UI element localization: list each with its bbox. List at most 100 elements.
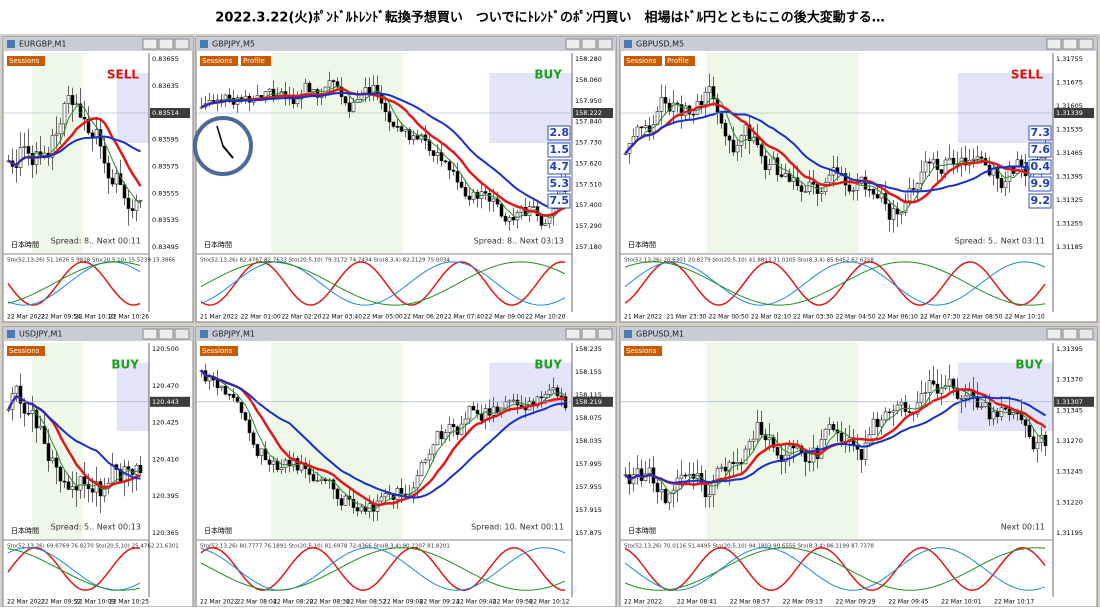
oscillator-line: [624, 547, 1046, 591]
candle-body: [727, 135, 732, 141]
time-label: 22 Mar 10:12: [529, 599, 569, 606]
candle-body: [110, 177, 115, 185]
candle-body: [74, 486, 79, 491]
minimize-button[interactable]: [142, 38, 158, 50]
candle-body: [447, 424, 452, 433]
close-button[interactable]: [1078, 328, 1094, 340]
price-label: 158.035: [575, 437, 602, 445]
time-label: 22 Mar 09:56: [493, 599, 533, 606]
candle-body: [231, 394, 236, 398]
moving-average: [624, 110, 1046, 193]
price-label: 1.31325: [1056, 196, 1083, 204]
candle-body: [335, 488, 340, 499]
candle-body: [267, 459, 272, 465]
candle-body: [987, 402, 992, 420]
current-price: 1.31307: [1056, 398, 1083, 406]
candle-body: [659, 97, 664, 112]
close-button[interactable]: [597, 328, 613, 340]
oscillator-line: [624, 546, 1046, 592]
candle-body: [807, 181, 812, 192]
candle-body: [563, 396, 568, 409]
minimize-button[interactable]: [1046, 328, 1062, 340]
price-label: 1.31195: [1056, 529, 1083, 537]
candle-body: [723, 466, 728, 472]
maximize-button[interactable]: [158, 328, 174, 340]
sessions-box: [624, 346, 662, 356]
candle-body: [827, 424, 832, 430]
sessions-box: [624, 56, 662, 66]
time-label: 22 Mar 00:50: [709, 314, 749, 321]
candle-body: [959, 397, 964, 400]
candle-body: [1035, 442, 1040, 450]
maximize-button[interactable]: [581, 38, 597, 50]
price-label: 0.83535: [152, 216, 179, 224]
minimize-button[interactable]: [565, 328, 581, 340]
candle-body: [491, 198, 496, 202]
window-frame: [2, 326, 194, 608]
candle-body: [711, 86, 716, 100]
time-label: 22 Mar 08:20: [273, 599, 313, 606]
candle-body: [667, 493, 672, 504]
candle-body: [923, 392, 928, 394]
minimize-button[interactable]: [565, 38, 581, 50]
candle-body: [295, 98, 300, 105]
candle-body: [515, 211, 520, 221]
candle-body: [839, 432, 844, 442]
moving-average: [200, 369, 566, 507]
close-button[interactable]: [1078, 38, 1094, 50]
price-label: 157.180: [575, 243, 602, 251]
current-price: 158.219: [575, 398, 602, 406]
signal: BUY: [534, 358, 562, 372]
candle-body: [727, 461, 732, 472]
candle-body: [126, 466, 131, 470]
candle-body: [995, 411, 1000, 417]
candle-body: [543, 394, 548, 399]
maximize-button[interactable]: [1062, 328, 1078, 340]
candle-body: [415, 475, 420, 489]
candle-body: [487, 408, 492, 416]
candle-body: [82, 476, 87, 485]
minimize-button[interactable]: [1046, 38, 1062, 50]
candle-body: [887, 203, 892, 220]
footer-info: Spread: 5.. Next 00:13: [51, 523, 141, 532]
close-button[interactable]: [174, 328, 190, 340]
candle-body: [735, 462, 740, 464]
window-frame: [2, 36, 194, 323]
candle-body: [659, 489, 664, 493]
window-icon: [7, 40, 15, 48]
close-button[interactable]: [597, 38, 613, 50]
candle-body: [38, 425, 43, 429]
side-number: 10.4: [1023, 160, 1050, 173]
moving-average: [624, 102, 1047, 204]
time-label: 22 Mar 09:24: [420, 599, 460, 606]
close-button[interactable]: [174, 38, 190, 50]
oscillator-line: [624, 261, 1046, 306]
candle-body: [267, 88, 272, 92]
clock-label: 日本時間: [628, 240, 656, 249]
oscillator-line: [200, 261, 566, 306]
price-label: 1.31255: [1056, 220, 1083, 228]
time-label: 22 Mar 03:40: [322, 314, 362, 321]
title-bar: [620, 37, 1097, 51]
candle-body: [511, 217, 516, 221]
side-number: 7.5: [550, 194, 570, 207]
maximize-button[interactable]: [581, 328, 597, 340]
sessions-label: Sessions: [202, 57, 233, 65]
clock-label: 日本時間: [628, 526, 656, 535]
candle-body: [931, 380, 936, 385]
candle-body: [711, 480, 716, 495]
candle-body: [134, 465, 139, 475]
candle-body: [511, 399, 516, 402]
minimize-button[interactable]: [142, 328, 158, 340]
candle-body: [431, 150, 436, 156]
maximize-button[interactable]: [1062, 38, 1078, 50]
session-shade: [271, 343, 403, 539]
price-label: 1.31220: [1056, 498, 1083, 506]
maximize-button[interactable]: [158, 38, 174, 50]
candle-body: [767, 164, 772, 170]
window-title: GBPUSD,M1: [636, 330, 684, 339]
candle-body: [26, 146, 31, 154]
candle-body: [471, 191, 476, 200]
time-label: 22 Mar 2022: [7, 599, 45, 606]
candle-body: [1003, 181, 1008, 189]
